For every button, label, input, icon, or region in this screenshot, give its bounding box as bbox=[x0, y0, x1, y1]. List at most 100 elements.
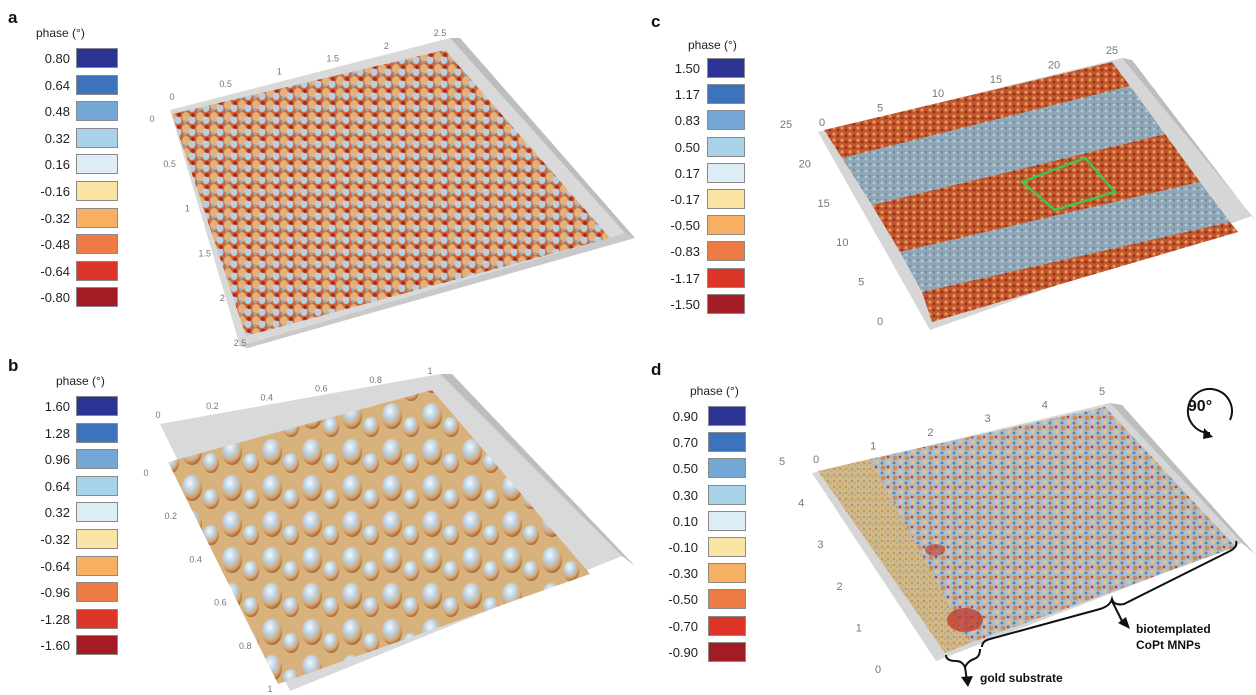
legend-value: 0.64 bbox=[44, 77, 70, 93]
y-tick-label: 5 bbox=[858, 277, 864, 289]
y-tick-label: 0.6 bbox=[214, 598, 227, 608]
legend-value: -1.50 bbox=[670, 296, 700, 312]
legend-value: -0.80 bbox=[40, 290, 70, 306]
legend-value: -1.60 bbox=[40, 638, 70, 654]
x-axis-ticks-d: 0 1 2 3 4 5 bbox=[813, 386, 1105, 466]
legend-swatch bbox=[76, 260, 118, 281]
legend-value: -0.83 bbox=[670, 244, 700, 260]
afm-surface-d: 90° biotemplated CoPt MNPs gold substrat… bbox=[779, 386, 1256, 687]
x-tick-label: 10 bbox=[932, 88, 944, 100]
x-tick-label: 2.5 bbox=[434, 28, 447, 38]
x-tick-label: 5 bbox=[877, 103, 883, 115]
y-tick-label: 10 bbox=[836, 237, 848, 249]
legend-value: 0.32 bbox=[44, 130, 70, 146]
legend-value: 0.17 bbox=[674, 165, 700, 181]
legend-value: 0.80 bbox=[44, 51, 70, 66]
x-tick-label: 2 bbox=[927, 427, 933, 439]
y-tick-label: 4 bbox=[798, 498, 804, 510]
y-tick-label: 0 bbox=[875, 664, 881, 676]
legend-value: 0.50 bbox=[672, 461, 698, 477]
legend-value: 1.60 bbox=[44, 399, 70, 414]
mnp-bracket: biotemplated CoPt MNPs bbox=[981, 540, 1238, 652]
legend-swatch bbox=[76, 181, 118, 201]
legend-swatch bbox=[76, 101, 118, 122]
x-tick-label: 0.2 bbox=[206, 401, 219, 411]
legend-title: phase (°) bbox=[690, 384, 739, 398]
legend-value: -0.17 bbox=[670, 192, 700, 207]
legend-swatch bbox=[76, 635, 118, 656]
legend-swatch bbox=[76, 475, 118, 496]
legend-swatch bbox=[707, 215, 745, 236]
legend-value: -0.50 bbox=[670, 218, 700, 234]
y-axis-ticks-c: 25 20 15 10 5 0 bbox=[780, 119, 883, 328]
x-tick-label: 1 bbox=[870, 440, 876, 452]
legend-value: -0.48 bbox=[40, 237, 70, 253]
legend-value: -0.30 bbox=[668, 566, 698, 582]
y-tick-label: 0 bbox=[149, 114, 154, 124]
x-tick-label: 0.4 bbox=[261, 392, 274, 402]
y-tick-label: 2.5 bbox=[234, 338, 247, 348]
legend-value: 1.28 bbox=[44, 425, 70, 441]
y-tick-label: 0 bbox=[877, 316, 883, 328]
legend-value: 0.90 bbox=[672, 409, 698, 424]
panel-label-d: d bbox=[651, 360, 662, 379]
legend-swatch bbox=[707, 162, 745, 183]
legend-swatch bbox=[708, 432, 746, 453]
legend-swatch bbox=[76, 127, 118, 148]
legend-swatch bbox=[707, 110, 745, 131]
legend-swatch bbox=[76, 582, 118, 603]
x-tick-label: 1 bbox=[427, 366, 432, 376]
legend-swatch bbox=[707, 241, 745, 262]
y-axis-ticks-a: 0 0.5 1 1.5 2 2.5 bbox=[149, 114, 246, 348]
legend-swatch bbox=[707, 84, 745, 105]
y-tick-label: 0 bbox=[143, 468, 148, 478]
afm-surface-a: 0 0.5 1 1.5 2 2.5 0 0.5 1 1.5 2 2.5 bbox=[149, 28, 635, 348]
panel-label-b: b bbox=[8, 356, 19, 375]
legend-value: 0.70 bbox=[672, 435, 698, 451]
legend-title: phase (°) bbox=[688, 38, 737, 52]
legend-swatch bbox=[707, 58, 745, 78]
x-tick-label: 2 bbox=[384, 41, 389, 51]
y-tick-label: 25 bbox=[780, 119, 792, 131]
legend-swatch bbox=[76, 48, 118, 68]
legend-swatch bbox=[76, 154, 118, 175]
legend-value: 1.50 bbox=[674, 61, 700, 76]
legend-swatch bbox=[76, 234, 118, 255]
legend-value: 0.32 bbox=[44, 505, 70, 521]
y-tick-label: 1 bbox=[267, 684, 272, 694]
legend-value: -0.32 bbox=[40, 210, 70, 226]
legend-swatch bbox=[707, 189, 745, 209]
y-tick-label: 2 bbox=[837, 581, 843, 593]
x-tick-label: 1 bbox=[277, 66, 282, 76]
legend-swatch bbox=[708, 615, 746, 636]
legend-swatch bbox=[708, 589, 746, 610]
legend-swatch bbox=[708, 484, 746, 505]
y-tick-label: 3 bbox=[817, 539, 823, 551]
legend-swatch bbox=[708, 510, 746, 531]
annotation-gold: gold substrate bbox=[980, 671, 1063, 685]
legend-swatch bbox=[76, 555, 118, 576]
x-tick-label: 4 bbox=[1042, 400, 1048, 412]
legend-swatch bbox=[708, 458, 746, 479]
legend-value: -1.17 bbox=[670, 270, 700, 286]
y-tick-label: 1 bbox=[185, 204, 190, 214]
annotation-mnp-line1: biotemplated bbox=[1136, 622, 1211, 636]
legend-swatch bbox=[76, 422, 118, 443]
x-tick-label: 15 bbox=[990, 74, 1002, 86]
legend-title: phase (°) bbox=[56, 374, 105, 388]
y-tick-label: 0.4 bbox=[189, 554, 202, 564]
x-tick-label: 0.5 bbox=[219, 79, 232, 89]
legend-title: phase (°) bbox=[36, 26, 85, 40]
legend-value: 0.10 bbox=[672, 513, 698, 529]
x-tick-label: 0 bbox=[813, 454, 819, 466]
legend-swatch bbox=[76, 502, 118, 523]
panel-label-a: a bbox=[8, 8, 18, 27]
x-tick-label: 0 bbox=[155, 410, 160, 420]
x-tick-label: 1.5 bbox=[327, 54, 340, 64]
legend-swatch bbox=[707, 267, 745, 288]
legend-value: -0.96 bbox=[40, 585, 70, 601]
legend-swatch bbox=[708, 537, 746, 557]
legend-value: 0.50 bbox=[674, 139, 700, 155]
legend-value: -1.28 bbox=[40, 611, 70, 627]
annotation-mnp-line2: CoPt MNPs bbox=[1136, 638, 1201, 652]
